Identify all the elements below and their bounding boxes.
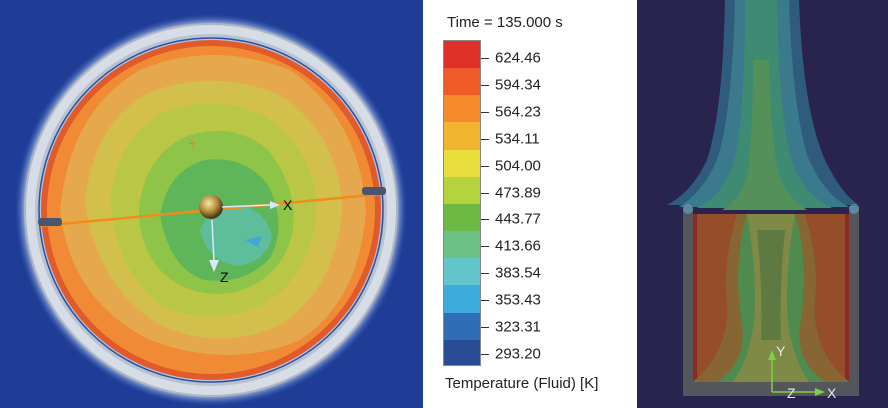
vessel-wall-left	[683, 206, 693, 394]
legend-value-label: 443.77	[495, 210, 541, 228]
legend-value-label: 473.89	[495, 184, 541, 202]
legend-panel: Time = 135.000 s 624.46 594.34 564.23 534.1…	[423, 0, 637, 408]
legend-value-label: 624.46	[495, 49, 541, 67]
plume-inner	[722, 60, 807, 210]
warm-zone-left	[697, 214, 747, 382]
warm-zone-right	[795, 214, 845, 382]
x-axis-arrow	[270, 201, 280, 209]
legend-tick	[481, 138, 489, 140]
legend-tick	[481, 300, 489, 302]
y-axis-arrow	[768, 350, 776, 360]
legend-tick	[481, 273, 489, 275]
legend-tick	[481, 84, 489, 86]
legend-color-segment	[444, 231, 480, 259]
rv-x-axis-arrow	[815, 388, 825, 396]
probe-marker: +	[188, 135, 196, 151]
legend-value-label: 534.11	[495, 130, 540, 148]
top-view-panel[interactable]: + X Z	[0, 0, 423, 408]
legend-color-segment	[444, 95, 480, 123]
x-axis-line	[221, 204, 271, 208]
legend-value-label: 293.20	[495, 345, 541, 363]
legend-color-segment	[444, 285, 480, 313]
color-scale-bar	[443, 40, 481, 366]
top-view-canvas[interactable]: + X Z	[0, 0, 423, 408]
legend-value-label: 323.31	[495, 318, 541, 336]
legend-tick	[481, 58, 489, 59]
center-core	[757, 230, 785, 340]
z-axis-arrow	[209, 260, 219, 272]
legend-color-segment	[444, 149, 480, 177]
legend-tick	[481, 246, 489, 248]
z-axis-label: Z	[220, 269, 229, 285]
time-label: Time = 135.000 s	[447, 14, 563, 31]
legend-color-segment	[444, 41, 480, 69]
legend-tick	[481, 165, 489, 167]
legend-value-label: 594.34	[495, 76, 541, 94]
legend-color-segment	[444, 258, 480, 286]
legend-color-segment	[444, 312, 480, 340]
legend-color-segment	[444, 122, 480, 150]
legend-color-segment	[444, 176, 480, 204]
wall-tip-right	[849, 204, 859, 214]
legend-value-label: 504.00	[495, 157, 541, 175]
legend-tick	[481, 327, 489, 329]
legend-tick	[481, 192, 489, 194]
legend-color-segment	[444, 203, 480, 232]
legend-value-label: 564.23	[495, 103, 541, 121]
section-marker-right[interactable]	[362, 187, 386, 195]
y-axis-label: Y	[776, 343, 786, 359]
origin-sphere	[199, 195, 223, 219]
legend-tick	[481, 111, 489, 113]
section-marker-left[interactable]	[38, 218, 62, 226]
wall-tip-left	[683, 204, 693, 214]
rv-z-axis-label: Z	[787, 385, 796, 401]
legend-color-segment	[444, 68, 480, 96]
legend-value-label: 353.43	[495, 291, 541, 309]
section-view-panel[interactable]: Y X Z	[637, 0, 888, 408]
rv-x-axis-label: X	[827, 385, 837, 401]
legend-value-label: 383.54	[495, 264, 541, 282]
x-axis-label: X	[283, 197, 293, 213]
legend-color-segment	[444, 339, 480, 365]
legend-value-label: 413.66	[495, 237, 541, 255]
z-axis-line	[211, 219, 215, 263]
legend-tick	[481, 354, 489, 355]
section-view-canvas[interactable]: Y X Z	[637, 0, 888, 408]
vessel-inner-edge	[38, 37, 384, 383]
vessel-wall-right	[849, 206, 859, 394]
legend-caption: Temperature (Fluid) [K]	[445, 375, 599, 392]
legend-tick	[481, 219, 489, 221]
